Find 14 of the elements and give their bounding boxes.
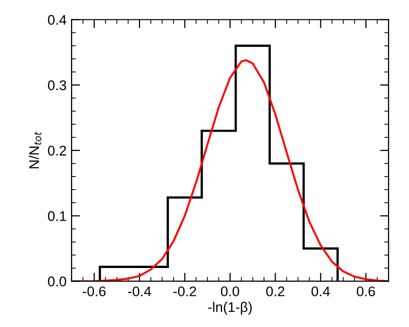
x-axis-title: -ln(1-β) — [208, 302, 252, 315]
y-tick-label: 0.0 — [48, 276, 66, 286]
x-tick-label: -0.2 — [173, 286, 196, 296]
x-tick-label: 0.6 — [356, 286, 375, 296]
x-tick-label: 0.0 — [220, 286, 240, 296]
y-tick-label: 0.3 — [48, 80, 66, 90]
y-tick-label: 0.4 — [48, 14, 66, 25]
x-tick-label: 0.4 — [312, 286, 330, 296]
y-axis-title: N/N$_{tot}$ — [28, 132, 42, 168]
y-tick-label: 0.2 — [48, 146, 66, 156]
x-tick-label: -0.4 — [128, 286, 152, 296]
x-tick-label: 0.2 — [266, 286, 284, 296]
x-tick-label: -0.6 — [82, 286, 106, 296]
y-tick-label: 0.1 — [48, 211, 66, 221]
